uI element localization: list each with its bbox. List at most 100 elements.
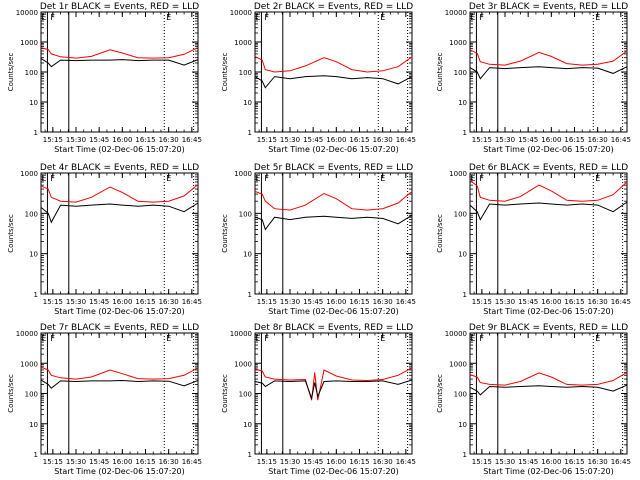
x-tick-label: 15:15 bbox=[257, 458, 277, 466]
plot-frame bbox=[469, 332, 628, 455]
y-tick-label: 100 bbox=[25, 391, 38, 399]
x-tick-label: 16:00 bbox=[326, 458, 346, 466]
y-tick-label: 1 bbox=[34, 451, 38, 459]
series-line-lld bbox=[40, 366, 199, 380]
x-tick-label: 15:45 bbox=[303, 136, 323, 144]
y-tick-label: 100 bbox=[239, 391, 252, 399]
series-line-events bbox=[469, 201, 628, 221]
x-tick-label: 16:15 bbox=[135, 136, 155, 144]
y-axis-label: Counts/sec bbox=[7, 53, 15, 92]
marker-annotation: E bbox=[166, 13, 171, 22]
y-tick-label: 100 bbox=[454, 391, 467, 399]
y-axis-label: Counts/sec bbox=[436, 214, 444, 253]
y-tick-label: 1000 bbox=[449, 39, 467, 47]
x-tick-label: 15:45 bbox=[518, 458, 538, 466]
x-axis-label: Start Time (02-Dec-06 15:07:20) bbox=[268, 467, 399, 476]
marker-annotation: E bbox=[41, 334, 46, 343]
marker-annotation: F bbox=[264, 174, 269, 183]
series-line-events bbox=[40, 58, 199, 68]
chart-title: Det 1r BLACK = Events, RED = LLD bbox=[40, 2, 199, 12]
x-tick-label: 16:15 bbox=[349, 458, 369, 466]
y-tick-label: 1 bbox=[463, 291, 467, 299]
x-tick-label: 16:30 bbox=[373, 458, 393, 466]
x-tick-label: 15:45 bbox=[303, 298, 323, 306]
x-tick-label: 15:45 bbox=[303, 458, 323, 466]
chart-title: Det 5r BLACK = Events, RED = LLD bbox=[254, 163, 413, 173]
marker-annotation: E bbox=[470, 174, 475, 183]
y-tick-label: 1 bbox=[34, 291, 38, 299]
series-line-events bbox=[469, 66, 628, 80]
x-tick-label: 16:15 bbox=[564, 458, 584, 466]
x-tick-label: 16:30 bbox=[588, 458, 608, 466]
chart-panel-2: Det 2r BLACK = Events, RED = LLD Counts/s… bbox=[221, 2, 416, 154]
chart-panel-3: Det 3r BLACK = Events, RED = LLD Counts/s… bbox=[436, 2, 631, 154]
y-tick-label: 10 bbox=[29, 99, 38, 107]
y-axis-label: Counts/sec bbox=[221, 53, 229, 92]
y-tick-label: 1 bbox=[248, 291, 252, 299]
x-tick-label: 16:15 bbox=[349, 298, 369, 306]
x-tick-label: 16:45 bbox=[182, 458, 202, 466]
x-tick-label: 16:45 bbox=[611, 298, 631, 306]
marker-annotation: E bbox=[470, 334, 475, 343]
x-tick-label: 16:00 bbox=[112, 298, 132, 306]
x-tick-label: 15:45 bbox=[89, 136, 109, 144]
x-tick-label: 15:30 bbox=[495, 458, 515, 466]
x-axis-label: Start Time (02-Dec-06 15:07:20) bbox=[54, 145, 185, 154]
x-tick-label: 16:45 bbox=[396, 458, 416, 466]
x-axis-label: Start Time (02-Dec-06 15:07:20) bbox=[54, 307, 185, 316]
x-tick-label: 16:30 bbox=[373, 136, 393, 144]
y-axis-label: Counts/sec bbox=[436, 53, 444, 92]
y-tick-label: 10000 bbox=[445, 330, 467, 338]
x-tick-label: 15:30 bbox=[280, 458, 300, 466]
x-tick-label: 15:30 bbox=[66, 298, 86, 306]
x-tick-label: 15:30 bbox=[495, 298, 515, 306]
y-tick-label: 10 bbox=[458, 421, 467, 429]
y-tick-label: 100 bbox=[454, 210, 467, 218]
x-tick-label: 15:15 bbox=[472, 298, 492, 306]
y-tick-label: 10 bbox=[458, 251, 467, 259]
plot-frame bbox=[254, 332, 413, 455]
series-line-events bbox=[469, 384, 628, 396]
chart-panel-4: Det 4r BLACK = Events, RED = LLD Counts/s… bbox=[7, 163, 202, 316]
marker-annotation: E bbox=[41, 13, 46, 22]
series-line-events bbox=[40, 379, 199, 389]
series-line-events bbox=[254, 75, 413, 89]
chart-title: Det 6r BLACK = Events, RED = LLD bbox=[469, 163, 628, 173]
x-tick-label: 16:30 bbox=[588, 298, 608, 306]
marker-annotation: E bbox=[380, 174, 385, 183]
x-axis-label: Start Time (02-Dec-06 15:07:20) bbox=[483, 145, 614, 154]
y-tick-label: 1000 bbox=[20, 39, 38, 47]
y-tick-label: 1000 bbox=[20, 170, 38, 178]
marker-annotation: F bbox=[479, 13, 484, 22]
marker-annotation: E bbox=[166, 334, 171, 343]
x-tick-label: 16:15 bbox=[135, 298, 155, 306]
x-tick-label: 16:15 bbox=[135, 458, 155, 466]
marker-annotation: E bbox=[41, 174, 46, 183]
series-line-lld bbox=[254, 190, 413, 211]
y-axis-label: Counts/sec bbox=[436, 374, 444, 413]
x-tick-label: 15:15 bbox=[472, 136, 492, 144]
y-axis-label: Counts/sec bbox=[221, 374, 229, 413]
x-tick-label: 16:00 bbox=[541, 298, 561, 306]
x-tick-label: 16:45 bbox=[396, 136, 416, 144]
y-tick-label: 10000 bbox=[230, 330, 252, 338]
y-tick-label: 1000 bbox=[449, 170, 467, 178]
x-tick-label: 16:30 bbox=[588, 136, 608, 144]
y-tick-label: 10 bbox=[243, 251, 252, 259]
y-tick-label: 100 bbox=[454, 69, 467, 77]
marker-annotation: E bbox=[595, 334, 600, 343]
chart-panel-8: Det 8r BLACK = Events, RED = LLD Counts/s… bbox=[221, 323, 416, 476]
series-line-events bbox=[254, 379, 413, 401]
x-tick-label: 16:00 bbox=[112, 458, 132, 466]
y-axis-label: Counts/sec bbox=[7, 214, 15, 253]
chart-title: Det 2r BLACK = Events, RED = LLD bbox=[254, 2, 413, 12]
x-axis-label: Start Time (02-Dec-06 15:07:20) bbox=[268, 145, 399, 154]
y-tick-label: 1 bbox=[248, 451, 252, 459]
chart-title: Det 4r BLACK = Events, RED = LLD bbox=[40, 163, 199, 173]
y-tick-label: 10 bbox=[458, 99, 467, 107]
marker-annotation: F bbox=[50, 334, 55, 343]
x-tick-label: 15:15 bbox=[43, 458, 63, 466]
chart-title: Det 3r BLACK = Events, RED = LLD bbox=[469, 2, 628, 12]
chart-panel-6: Det 6r BLACK = Events, RED = LLD Counts/s… bbox=[436, 163, 631, 316]
x-tick-label: 16:00 bbox=[326, 136, 346, 144]
